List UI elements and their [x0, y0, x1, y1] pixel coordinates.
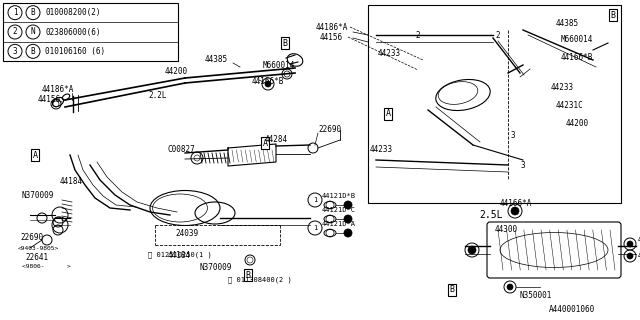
Text: B: B [31, 47, 35, 56]
Text: 44121D*B: 44121D*B [322, 193, 356, 199]
Text: 22690: 22690 [318, 125, 341, 134]
Text: M660014: M660014 [561, 36, 593, 44]
Text: N370009: N370009 [22, 190, 54, 199]
Text: 023806000(6): 023806000(6) [45, 28, 100, 36]
Text: B: B [246, 270, 250, 279]
Text: 24039: 24039 [175, 229, 198, 238]
Text: B: B [449, 285, 454, 294]
Circle shape [627, 253, 633, 259]
Circle shape [507, 284, 513, 290]
Text: 2.2L: 2.2L [148, 91, 166, 100]
Circle shape [627, 241, 633, 247]
Text: C00827: C00827 [168, 146, 196, 155]
Text: 44121D*C: 44121D*C [322, 207, 356, 213]
Text: 44233: 44233 [551, 83, 574, 92]
Text: B: B [31, 8, 35, 17]
Text: 2: 2 [13, 28, 17, 36]
Circle shape [344, 229, 352, 237]
Text: 44166*A: 44166*A [638, 236, 640, 244]
Text: 44284: 44284 [265, 135, 288, 145]
Text: 44186*A: 44186*A [316, 22, 348, 31]
Text: <9403-9805>: <9403-9805> [18, 245, 60, 251]
Text: 44200: 44200 [165, 68, 188, 76]
Text: N370009: N370009 [200, 263, 232, 273]
Text: 44184: 44184 [168, 251, 191, 260]
Text: 44385: 44385 [556, 19, 579, 28]
Text: Ⓑ 011308400(2 ): Ⓑ 011308400(2 ) [228, 277, 292, 283]
Circle shape [468, 246, 476, 254]
Text: 44184: 44184 [60, 178, 83, 187]
Text: 44233: 44233 [378, 49, 401, 58]
Text: 1: 1 [313, 197, 317, 203]
Text: 44231C: 44231C [556, 100, 584, 109]
Text: 010008200(2): 010008200(2) [45, 8, 100, 17]
Text: B: B [611, 11, 616, 20]
FancyBboxPatch shape [487, 222, 621, 278]
Circle shape [265, 81, 271, 87]
Text: 44166*B: 44166*B [561, 52, 593, 61]
Text: 2: 2 [416, 30, 420, 39]
Text: B: B [282, 38, 287, 47]
Text: <9806-      >: <9806- > [22, 263, 71, 268]
Circle shape [344, 215, 352, 223]
Text: 44300: 44300 [495, 226, 518, 235]
Text: 44156: 44156 [320, 33, 343, 42]
Text: 44186*A: 44186*A [42, 84, 74, 93]
Text: 44156: 44156 [38, 95, 61, 105]
Text: N350001: N350001 [520, 291, 552, 300]
Bar [3, 3, 178, 61]
Text: 3: 3 [511, 131, 515, 140]
Text: 1: 1 [13, 8, 17, 17]
Text: A: A [33, 150, 38, 159]
Circle shape [511, 207, 519, 215]
Text: 010106160 (6): 010106160 (6) [45, 47, 105, 56]
Text: 2.5L: 2.5L [479, 210, 502, 220]
Text: 44166*A: 44166*A [500, 198, 532, 207]
Text: A: A [262, 139, 268, 148]
Text: 22690: 22690 [20, 233, 43, 242]
Text: 1: 1 [313, 225, 317, 231]
Circle shape [582, 83, 590, 91]
Text: A440001060: A440001060 [548, 305, 595, 314]
Circle shape [344, 201, 352, 209]
Text: 44385: 44385 [205, 55, 228, 65]
Text: 44121D*A: 44121D*A [322, 221, 356, 227]
Text: 44233: 44233 [370, 146, 393, 155]
Text: 44200: 44200 [566, 118, 589, 127]
Text: 22641: 22641 [25, 252, 48, 261]
Bar [368, 5, 621, 203]
Text: 3: 3 [13, 47, 17, 56]
Text: A: A [385, 109, 390, 118]
Text: 3: 3 [521, 161, 525, 170]
Text: Ⓑ 012510250(1 ): Ⓑ 012510250(1 ) [148, 252, 212, 258]
Text: 2: 2 [496, 30, 500, 39]
Text: 44166*A: 44166*A [638, 252, 640, 260]
Text: N: N [31, 28, 35, 36]
Text: 44166*B: 44166*B [252, 77, 284, 86]
Text: M660014: M660014 [263, 61, 296, 70]
